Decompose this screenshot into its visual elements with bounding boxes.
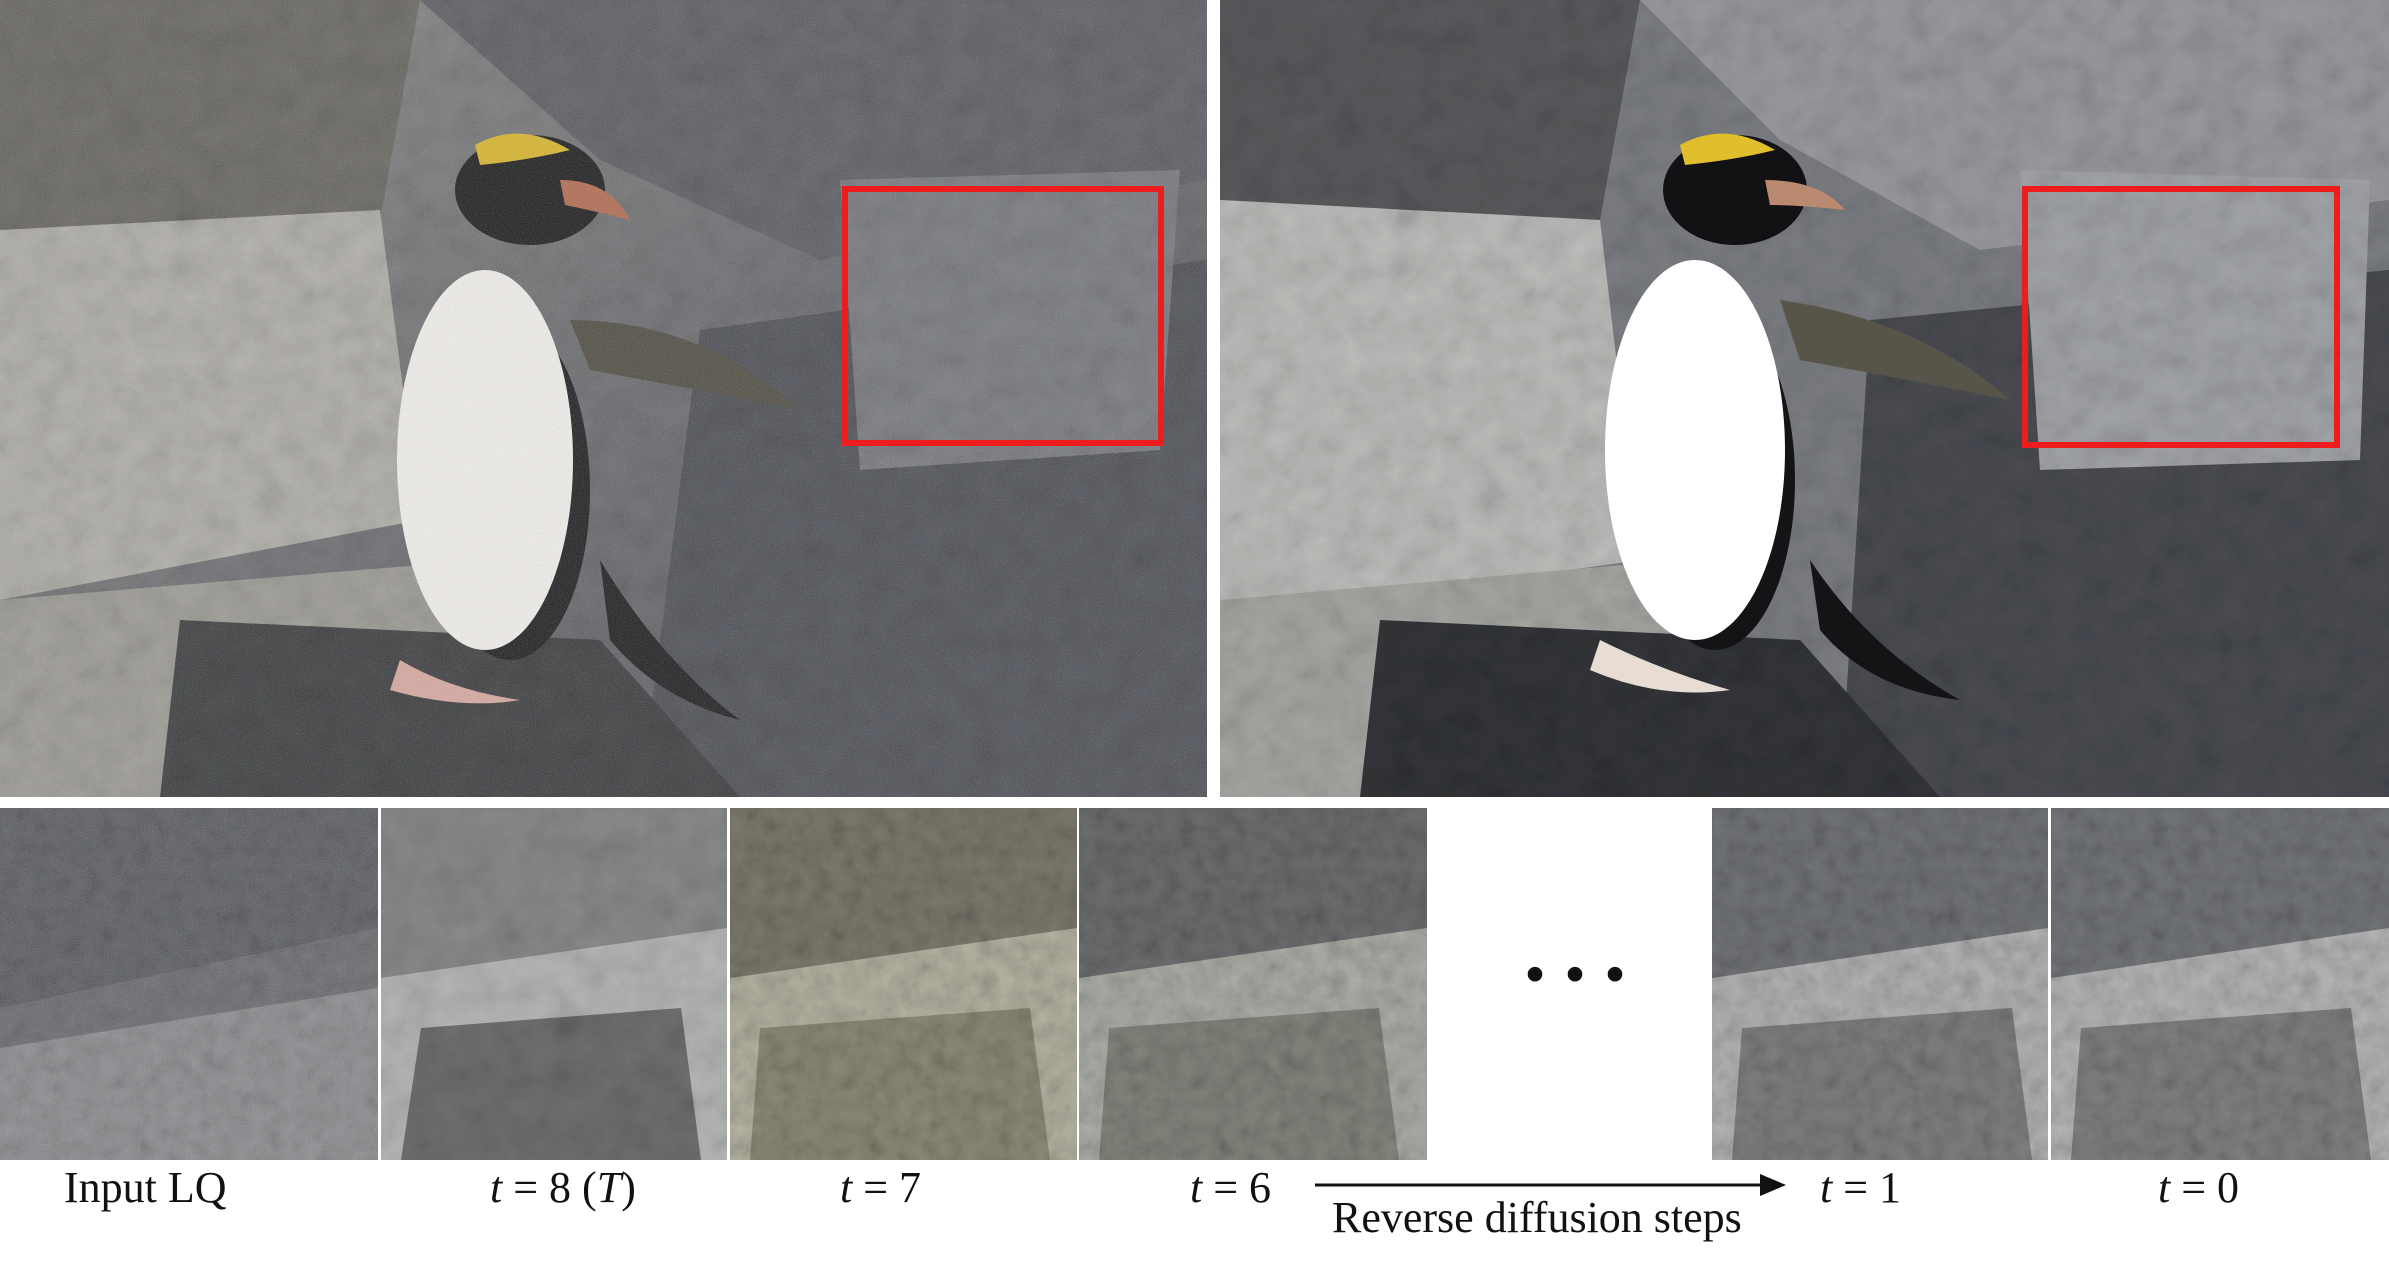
diffusion-arrow: [1315, 1174, 1786, 1196]
arrow-caption: Reverse diffusion steps: [1332, 1193, 1742, 1242]
crop-input-lq: [0, 808, 378, 1160]
input-image-panel: [0, 0, 1207, 797]
ellipsis: ···: [1520, 925, 1641, 1024]
crop-t8: [381, 808, 727, 1160]
label-t0: t = 0: [2158, 1163, 2240, 1212]
label-t7: t = 7: [840, 1163, 922, 1212]
label-t6: t = 6: [1190, 1163, 1272, 1212]
crop-t0: [2051, 808, 2389, 1160]
crop-t7: [730, 808, 1077, 1160]
highlight-box: [842, 186, 1164, 446]
penguin-figure: [1590, 133, 2010, 700]
label-input-lq: Input LQ: [64, 1163, 227, 1212]
crop-t1: [1712, 808, 2048, 1160]
label-t1: t = 1: [1820, 1163, 1902, 1212]
restored-image-panel: [1220, 0, 2389, 797]
crop-t6: [1079, 808, 1427, 1160]
highlight-box: [2022, 186, 2340, 448]
label-t8: t = 8 (T): [490, 1163, 636, 1212]
